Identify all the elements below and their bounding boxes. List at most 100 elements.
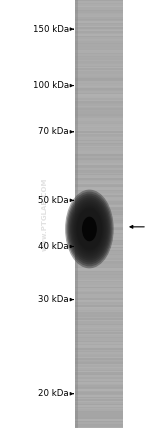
Bar: [75, 27, 123, 29]
Bar: [75, 47, 123, 48]
Bar: [75, 37, 123, 39]
Bar: [75, 297, 123, 298]
Bar: [75, 397, 123, 398]
Bar: [75, 124, 123, 125]
Bar: [75, 401, 123, 402]
Bar: [75, 193, 123, 194]
Bar: [75, 281, 123, 282]
Bar: [75, 377, 123, 378]
Bar: [75, 342, 123, 344]
Bar: [75, 108, 123, 110]
Bar: [75, 153, 123, 154]
Bar: [75, 307, 123, 308]
Ellipse shape: [83, 219, 95, 239]
Bar: [75, 100, 123, 101]
Bar: [75, 235, 123, 237]
Bar: [75, 339, 123, 341]
Bar: [75, 372, 123, 374]
Ellipse shape: [82, 217, 97, 241]
Bar: [75, 354, 123, 355]
Bar: [75, 89, 123, 90]
Ellipse shape: [88, 227, 91, 231]
Bar: [75, 244, 123, 245]
Bar: [75, 234, 123, 235]
Bar: [75, 355, 123, 357]
Bar: [75, 378, 123, 380]
Bar: [75, 407, 123, 408]
Bar: [75, 392, 123, 394]
Bar: [75, 191, 123, 193]
Bar: [75, 98, 123, 100]
Bar: [75, 127, 123, 128]
Bar: [75, 101, 123, 103]
Bar: [75, 290, 123, 291]
Bar: [75, 405, 123, 407]
Bar: [75, 218, 123, 220]
Bar: [75, 1, 123, 3]
Bar: [75, 93, 123, 94]
Bar: [75, 80, 123, 81]
Bar: [75, 10, 123, 12]
Bar: [75, 175, 123, 177]
Bar: [75, 146, 123, 147]
Bar: [75, 114, 123, 116]
Bar: [75, 322, 123, 324]
Bar: [75, 254, 123, 256]
Bar: [75, 158, 123, 160]
Bar: [75, 196, 123, 197]
Bar: [75, 131, 123, 133]
Text: 150 kDa: 150 kDa: [33, 24, 69, 34]
Bar: [75, 40, 123, 42]
Bar: [75, 279, 123, 281]
Bar: [75, 198, 123, 200]
Bar: [75, 163, 123, 164]
Bar: [75, 419, 123, 421]
Bar: [75, 245, 123, 247]
Bar: [75, 285, 123, 287]
Bar: [75, 314, 123, 315]
Bar: [75, 23, 123, 24]
Bar: [75, 257, 123, 258]
Bar: [75, 261, 123, 262]
Bar: [75, 330, 123, 331]
Bar: [75, 187, 123, 188]
Bar: [75, 223, 123, 224]
Bar: [75, 348, 123, 350]
Bar: [75, 77, 123, 78]
Ellipse shape: [71, 199, 108, 259]
Bar: [75, 24, 123, 26]
Bar: [75, 369, 123, 371]
Bar: [75, 3, 123, 4]
Bar: [75, 371, 123, 372]
Bar: [75, 190, 123, 191]
Ellipse shape: [86, 223, 93, 235]
Text: www.PTGLAB.COM: www.PTGLAB.COM: [42, 177, 48, 251]
Bar: [75, 305, 123, 307]
Bar: [75, 224, 123, 226]
Bar: [75, 18, 123, 20]
Bar: [75, 327, 123, 328]
Bar: [75, 117, 123, 119]
Bar: [75, 374, 123, 375]
Bar: [75, 388, 123, 389]
Ellipse shape: [87, 225, 92, 233]
Bar: [75, 183, 123, 184]
Bar: [75, 20, 123, 21]
Bar: [75, 7, 123, 9]
Bar: [75, 94, 123, 95]
Ellipse shape: [72, 202, 106, 256]
Bar: [75, 385, 123, 386]
Bar: [75, 13, 123, 14]
Bar: [75, 230, 123, 231]
Bar: [75, 201, 123, 202]
Bar: [75, 241, 123, 243]
Bar: [75, 6, 123, 7]
Bar: [75, 67, 123, 68]
Bar: [75, 57, 123, 59]
Ellipse shape: [75, 205, 104, 253]
Bar: [75, 149, 123, 150]
Bar: [75, 103, 123, 104]
Bar: [75, 368, 123, 369]
Bar: [75, 421, 123, 422]
Bar: [75, 410, 123, 411]
